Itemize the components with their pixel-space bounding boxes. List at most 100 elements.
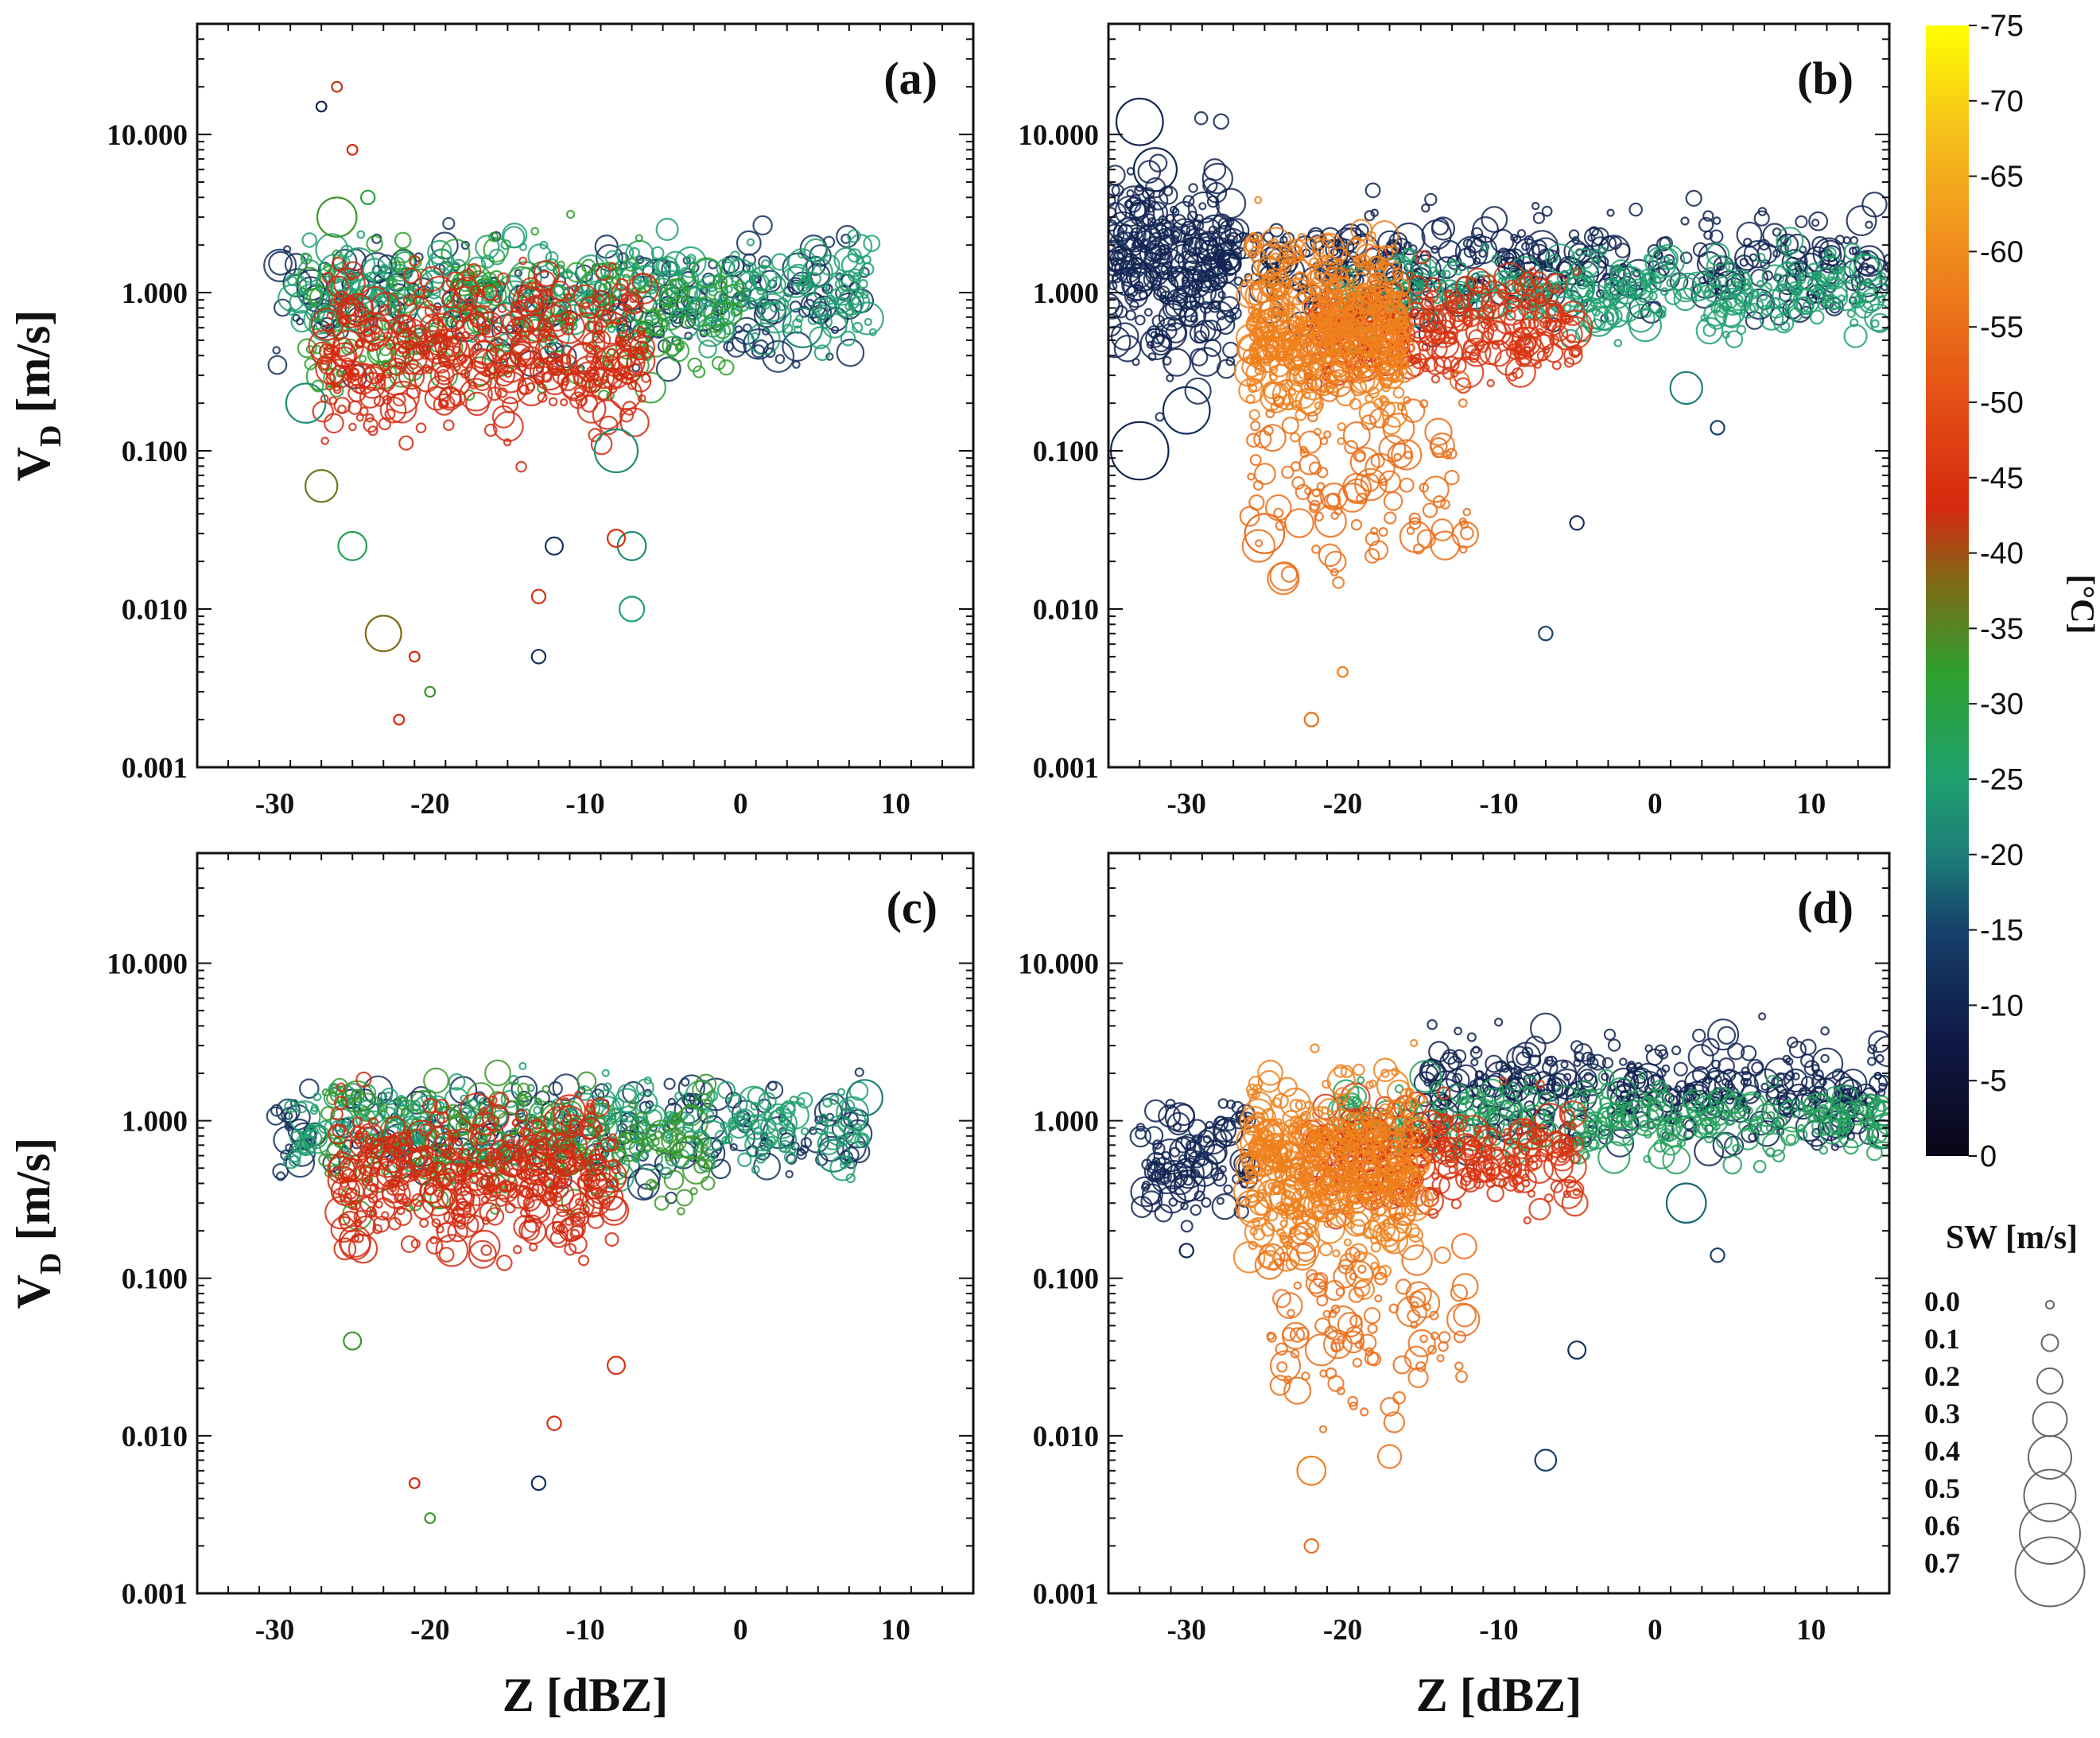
- data-point: [722, 283, 745, 306]
- data-point: [1531, 201, 1540, 211]
- data-point: [495, 351, 526, 383]
- data-point: [1669, 370, 1703, 405]
- data-point: [485, 1207, 505, 1226]
- data-point: [796, 1149, 807, 1160]
- data-point: [439, 399, 449, 409]
- data-point: [749, 1119, 760, 1130]
- data-point: [701, 1176, 716, 1191]
- data-point: [1183, 246, 1213, 276]
- data-point: [386, 380, 420, 414]
- data-point: [1559, 309, 1593, 343]
- data-point: [266, 1106, 285, 1126]
- data-point: [1497, 297, 1527, 326]
- data-point: [1569, 515, 1585, 531]
- data-point: [1201, 1197, 1212, 1208]
- data-point: [1494, 255, 1508, 268]
- data-point: [580, 1117, 602, 1140]
- data-point: [1141, 1180, 1151, 1189]
- data-point: [433, 316, 441, 326]
- data-point: [1223, 1184, 1233, 1195]
- data-point: [1108, 259, 1123, 282]
- y-axis-title: VD [m/s]: [7, 310, 68, 482]
- data-point: [337, 530, 368, 561]
- data-point: [510, 301, 522, 312]
- data-point: [375, 1200, 383, 1209]
- data-point: [677, 1207, 685, 1216]
- data-point: [1346, 343, 1358, 355]
- data-point: [1795, 215, 1808, 228]
- data-point: [1817, 302, 1826, 311]
- data-point: [1757, 207, 1768, 216]
- data-point: [423, 1067, 449, 1094]
- data-point: [1190, 315, 1198, 324]
- data-point: [1505, 343, 1522, 360]
- data-point: [1198, 202, 1207, 211]
- data-point: [1583, 305, 1615, 337]
- data-point: [1150, 335, 1171, 356]
- data-point: [1601, 1057, 1614, 1069]
- data-point: [1481, 292, 1508, 320]
- data-point: [565, 317, 574, 326]
- data-point: [751, 332, 759, 341]
- data-point: [1486, 378, 1495, 388]
- data-point: [731, 1118, 740, 1128]
- data-point: [1721, 302, 1729, 311]
- data-point: [809, 326, 832, 350]
- data-point: [1762, 270, 1773, 281]
- data-point: [1295, 409, 1307, 421]
- data-point: [1246, 433, 1261, 448]
- data-point: [1190, 1204, 1202, 1216]
- data-point: [442, 268, 451, 277]
- data-point: [717, 281, 727, 289]
- data-point: [283, 245, 292, 254]
- data-point: [1382, 347, 1402, 367]
- data-point: [1408, 512, 1422, 526]
- data-point: [1280, 379, 1294, 393]
- data-point: [355, 337, 366, 347]
- data-point: [1134, 230, 1157, 254]
- data-point: [1422, 502, 1438, 518]
- data-point: [424, 685, 437, 698]
- data-point: [1481, 274, 1497, 291]
- data-point: [1135, 314, 1146, 326]
- data-point: [460, 307, 472, 320]
- data-point: [666, 339, 690, 363]
- data-point: [1582, 300, 1596, 313]
- data-point: [1291, 475, 1306, 490]
- data-point: [321, 1088, 330, 1097]
- y-tick-label: 0.010: [122, 594, 188, 627]
- data-point: [1287, 362, 1297, 372]
- data-point: [280, 1149, 292, 1161]
- data-point: [1426, 305, 1457, 335]
- data-point: [369, 1183, 379, 1193]
- data-point: [756, 286, 765, 296]
- y-axis-title: VD [m/s]: [7, 1138, 68, 1309]
- y-tick-label: 0.010: [1033, 594, 1099, 627]
- panel-a: -30 -20 -10 0 100.0010.0100.1001.00010.000(a…: [7, 22, 975, 821]
- data-point: [1837, 294, 1846, 303]
- data-point: [665, 343, 680, 358]
- data-point: [1165, 1098, 1176, 1109]
- data-point: [1875, 1053, 1885, 1063]
- data-point: [344, 261, 363, 280]
- data-point: [392, 313, 417, 338]
- data-point: [556, 1224, 565, 1233]
- data-point: [677, 1074, 705, 1102]
- data-point: [1531, 286, 1545, 301]
- data-point: [590, 1097, 610, 1117]
- data-point: [1478, 249, 1487, 258]
- data-point: [1108, 184, 1120, 197]
- data-point: [1458, 398, 1468, 408]
- data-point: [545, 250, 559, 265]
- data-point: [526, 294, 549, 316]
- data-point: [573, 284, 597, 308]
- data-point: [1758, 1012, 1767, 1021]
- data-point: [513, 1215, 538, 1239]
- data-point: [1326, 492, 1341, 508]
- data-point: [1510, 233, 1519, 242]
- data-point: [1354, 467, 1388, 502]
- data-point: [1254, 196, 1263, 204]
- data-point: [1603, 301, 1631, 328]
- data-point: [692, 1079, 713, 1101]
- data-point: [1144, 245, 1174, 274]
